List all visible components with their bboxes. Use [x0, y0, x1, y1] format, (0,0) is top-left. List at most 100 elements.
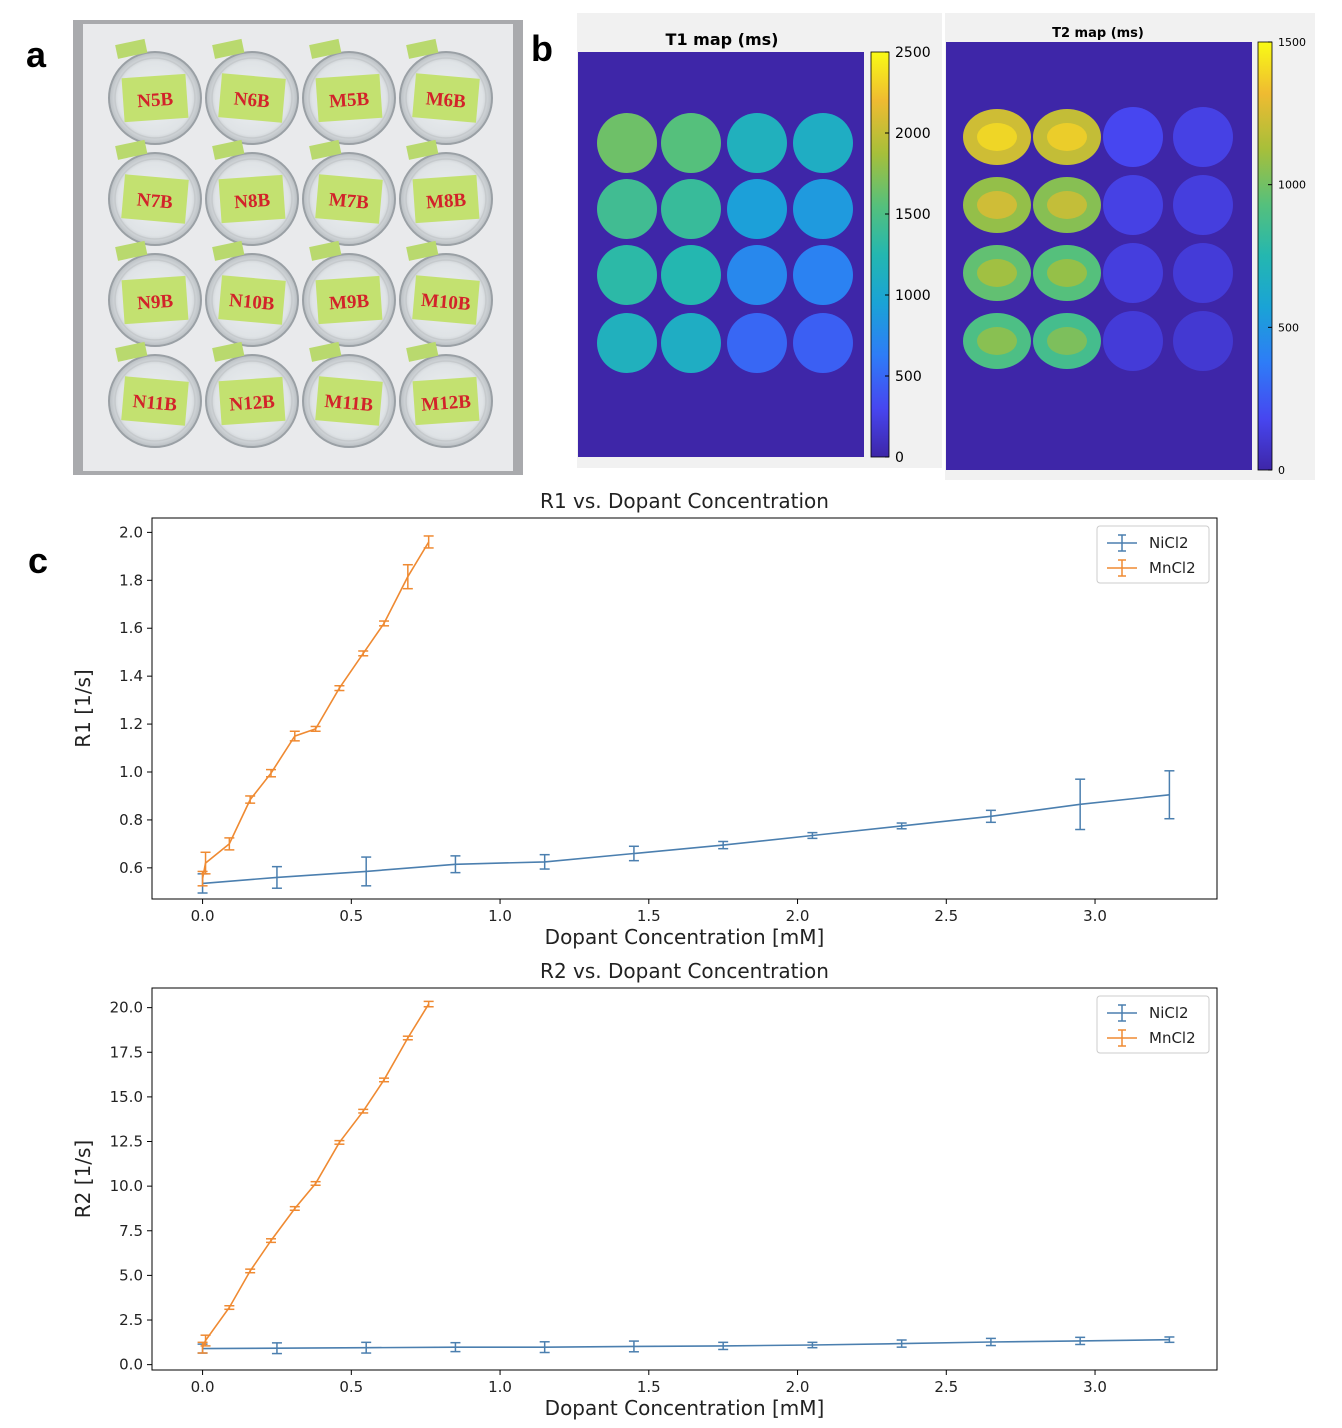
- t2-sample-core: [1047, 123, 1087, 151]
- error-bar: [265, 768, 276, 778]
- t1-sample-spot: [597, 245, 657, 305]
- sample-dish: M5B: [302, 38, 396, 145]
- sample-dish: M6B: [399, 38, 493, 145]
- tape-strip: [212, 341, 245, 362]
- y-tick-label: 0.8: [119, 811, 143, 829]
- x-tick-label: 0.5: [339, 1378, 363, 1396]
- tube-label: N6B: [233, 88, 271, 112]
- sample-dish: N6B: [205, 38, 299, 145]
- dish-grid: N5B N6B M5B M6B N7B N8B M7B M8B N9B N10B M9B M10B N1…: [108, 38, 493, 448]
- panel-label-c: c: [28, 540, 49, 581]
- t2-colorbar-tick-label: 0: [1278, 464, 1285, 477]
- panel-label-b: b: [531, 28, 553, 69]
- t1-sample-spot: [727, 245, 787, 305]
- legend: NiCl2 MnCl2: [1096, 995, 1210, 1054]
- t2-map-title: T2 map (ms): [1052, 26, 1144, 41]
- error-bar: [224, 837, 235, 851]
- x-axis-label: Dopant Concentration [mM]: [545, 1396, 825, 1420]
- t1-map-title: T1 map (ms): [666, 30, 779, 49]
- sample-dish: M8B: [399, 139, 493, 246]
- t2-sample-core: [977, 191, 1017, 219]
- dish-inner-rim: [308, 259, 390, 341]
- dish-inner-rim: [405, 158, 487, 240]
- error-bar: [289, 1205, 300, 1211]
- t2-sample-core: [1047, 191, 1087, 219]
- error-bar: [807, 1341, 818, 1349]
- legend-item: NiCl2: [1107, 1004, 1189, 1022]
- error-bar: [224, 1304, 235, 1311]
- t1-sample-spot: [793, 245, 853, 305]
- x-tick-label: 2.0: [786, 907, 810, 925]
- t1-colorbar-tick-label: 2500: [895, 45, 931, 61]
- label-tape: [218, 275, 286, 325]
- tube-label: N8B: [234, 190, 272, 213]
- dish-inner-rim: [405, 360, 487, 442]
- tape-strip: [309, 139, 342, 160]
- sample-dish: N8B: [205, 139, 299, 246]
- error-bar: [807, 831, 818, 840]
- plot-area: [151, 987, 1218, 1371]
- label-tape: [412, 73, 480, 123]
- dish-inner-rim: [114, 360, 196, 442]
- sample-tubes-photo: N5B N6B M5B M6B N7B N8B M7B M8B N9B N10B M9B M10B N1…: [73, 20, 523, 475]
- t1-sample-spot: [793, 313, 853, 373]
- dish-inner-rim: [211, 57, 293, 139]
- y-tick-label: 5.0: [119, 1266, 143, 1284]
- tape-strip: [115, 341, 148, 362]
- sample-dish: M9B: [302, 240, 396, 347]
- label-tape: [121, 73, 189, 123]
- tape-strip: [212, 38, 245, 59]
- tube-label: M7B: [328, 189, 370, 213]
- t1-map-figure: T1 map (ms) 2500 2000 1500 1000 500 0: [577, 13, 942, 468]
- tube-label: M6B: [425, 88, 467, 112]
- t2-colorbar: [1257, 41, 1273, 471]
- t2-sample-core: [1047, 327, 1087, 355]
- t1-colorbar-tick-label: 0: [895, 450, 904, 466]
- y-tick-label: 1.6: [119, 619, 143, 637]
- error-bar: [271, 1342, 282, 1355]
- t2-sample-spot: [1173, 311, 1233, 371]
- t2-sample-core: [977, 327, 1017, 355]
- y-tick-label: 20.0: [110, 999, 143, 1017]
- t2-sample-spot: [1173, 175, 1233, 235]
- label-tape: [412, 376, 480, 426]
- y-axis-label: R2 [1/s]: [71, 1140, 95, 1218]
- t2-sample-core: [977, 259, 1017, 287]
- tape-strip: [115, 38, 148, 59]
- error-bar: [245, 795, 256, 804]
- y-tick-label: 1.4: [119, 667, 143, 685]
- tube-label: N11B: [132, 391, 178, 416]
- series-line-mncl2: [201, 1003, 430, 1348]
- error-bar: [985, 809, 996, 824]
- x-tick-label: 3.0: [1083, 1378, 1107, 1396]
- series-line-mncl2: [201, 541, 430, 879]
- t2-sample-spot: [1103, 311, 1163, 371]
- t2-sample-spot: [1103, 107, 1163, 167]
- y-tick-label: 7.5: [119, 1222, 143, 1240]
- tube-label: M12B: [421, 391, 472, 415]
- error-bar: [310, 1180, 321, 1186]
- sample-dish: N7B: [108, 139, 202, 246]
- dish-inner-rim: [211, 158, 293, 240]
- error-bar: [334, 684, 345, 692]
- t2-sample-spot: [1173, 243, 1233, 303]
- x-axis-label: Dopant Concentration [mM]: [545, 925, 825, 949]
- dish-inner-rim: [114, 158, 196, 240]
- x-tick-label: 1.0: [488, 1378, 512, 1396]
- error-bar: [402, 563, 413, 590]
- y-tick-label: 1.2: [119, 715, 143, 733]
- tape-strip: [406, 38, 439, 59]
- x-tick-label: 0.5: [339, 907, 363, 925]
- t1-sample-spot: [597, 179, 657, 239]
- error-bar: [245, 1268, 256, 1274]
- label-tape: [218, 376, 286, 426]
- tube-label: N12B: [229, 391, 276, 415]
- t2-sample-core: [977, 123, 1017, 151]
- t1-colorbar: [870, 51, 890, 458]
- sample-dish: M7B: [302, 139, 396, 246]
- dish-inner-rim: [308, 158, 390, 240]
- legend-item: MnCl2: [1107, 1029, 1196, 1047]
- error-bar: [1164, 1336, 1175, 1344]
- series-nicl2: [197, 770, 1175, 894]
- legend-item: MnCl2: [1107, 559, 1196, 577]
